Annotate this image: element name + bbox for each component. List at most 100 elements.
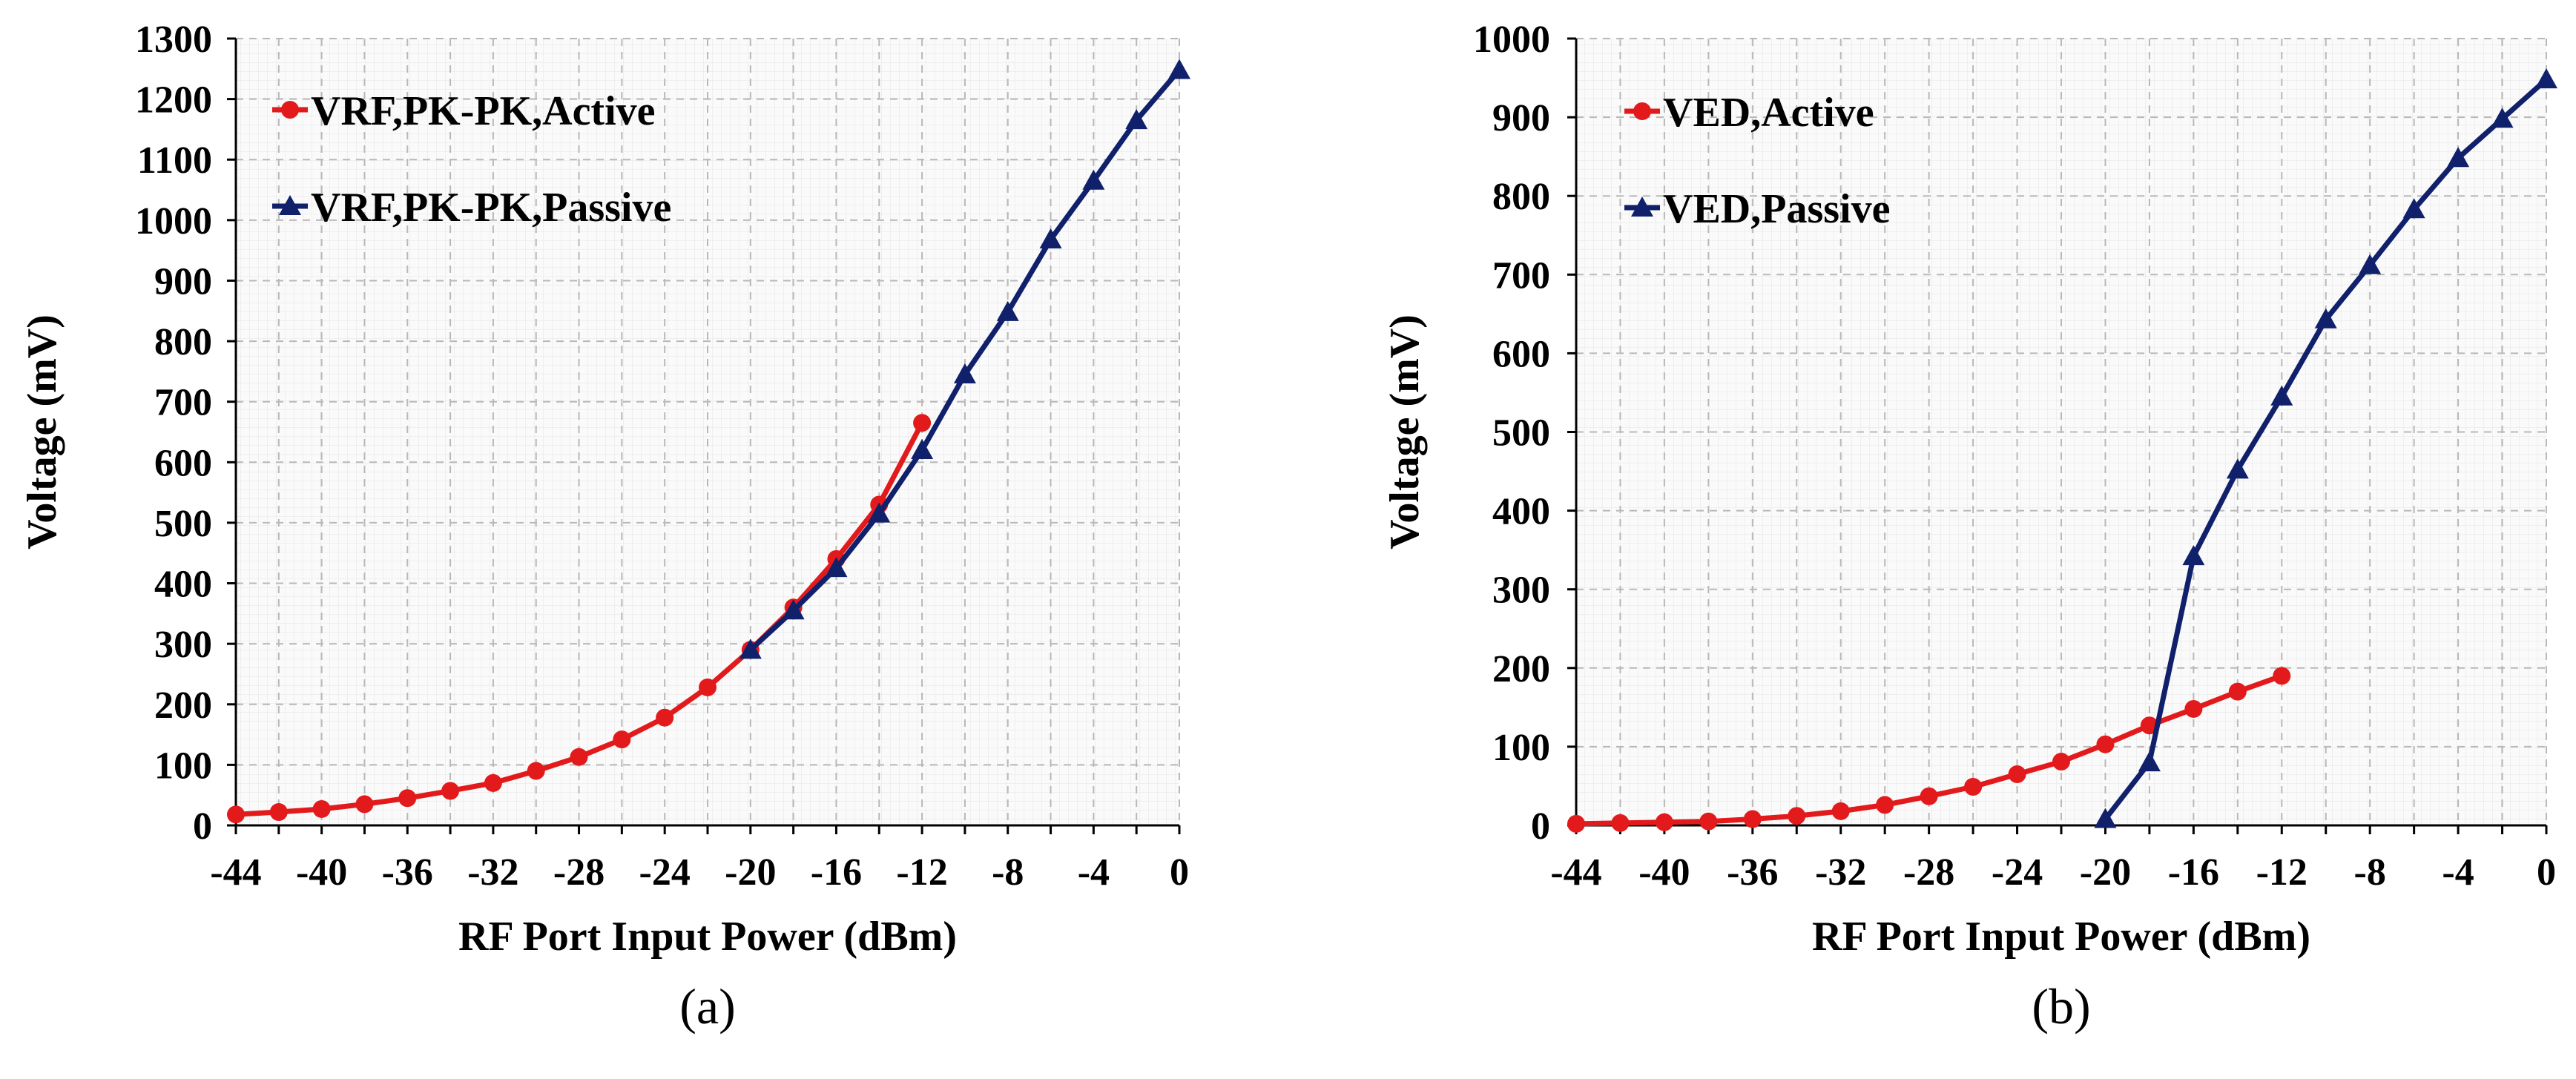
data-point bbox=[782, 599, 805, 620]
x-tick-label: -40 bbox=[296, 851, 347, 894]
data-point bbox=[2138, 751, 2161, 772]
data-point bbox=[2447, 147, 2470, 168]
y-tick-label: 0 bbox=[1531, 805, 1550, 848]
data-point bbox=[2535, 68, 2557, 89]
y-tick-label: 800 bbox=[1492, 176, 1550, 218]
x-tick-label: -8 bbox=[2354, 851, 2386, 894]
data-point bbox=[953, 363, 976, 383]
data-point bbox=[2402, 198, 2425, 219]
y-tick-label: 200 bbox=[1492, 648, 1550, 690]
data-point bbox=[699, 678, 717, 696]
data-point bbox=[2314, 308, 2337, 329]
data-point bbox=[1655, 813, 1673, 831]
y-tick-label: 200 bbox=[154, 684, 212, 727]
legend-label: VED,Active bbox=[1663, 90, 1874, 136]
data-point bbox=[2094, 808, 2117, 828]
y-tick-label: 600 bbox=[1492, 333, 1550, 375]
data-point bbox=[913, 414, 932, 432]
x-tick-label: -20 bbox=[2080, 851, 2131, 894]
y-tick-label: 0 bbox=[193, 805, 212, 848]
data-point bbox=[656, 708, 674, 727]
x-tick-label: 0 bbox=[2537, 851, 2556, 894]
data-point bbox=[1168, 59, 1190, 79]
x-tick-label: -36 bbox=[1727, 851, 1778, 894]
series-circle bbox=[1567, 667, 2291, 833]
legend-label: VRF,PK-PK,Active bbox=[311, 88, 656, 134]
data-point bbox=[911, 438, 934, 459]
x-tick-label: 0 bbox=[1170, 851, 1189, 894]
y-tick-label: 400 bbox=[1492, 491, 1550, 533]
y-tick-label: 900 bbox=[154, 260, 212, 303]
series-triangle bbox=[2094, 68, 2557, 828]
data-point bbox=[312, 799, 331, 818]
data-point bbox=[269, 803, 288, 822]
y-tick-label: 300 bbox=[154, 624, 212, 666]
data-point bbox=[996, 300, 1019, 321]
y-tick-label: 500 bbox=[1492, 412, 1550, 455]
x-tick-label: -40 bbox=[1638, 851, 1690, 894]
y-axis-title: Voltage (mV) bbox=[1382, 314, 1428, 550]
data-point bbox=[441, 782, 460, 800]
y-tick-label: 600 bbox=[154, 442, 212, 484]
x-tick-label: -12 bbox=[2256, 851, 2307, 894]
data-point bbox=[1788, 807, 1806, 825]
y-tick-label: 300 bbox=[1492, 570, 1550, 612]
y-tick-label: 1000 bbox=[1473, 19, 1550, 61]
x-tick-label: -8 bbox=[992, 851, 1024, 894]
data-point bbox=[2008, 765, 2026, 784]
data-point bbox=[227, 805, 245, 824]
data-point bbox=[868, 502, 891, 523]
data-point bbox=[1125, 109, 1148, 130]
legend-label: VRF,PK-PK,Passive bbox=[311, 185, 671, 231]
data-point bbox=[355, 795, 374, 814]
x-tick-label: -20 bbox=[725, 851, 776, 894]
y-tick-label: 700 bbox=[154, 382, 212, 424]
x-tick-label: -16 bbox=[811, 851, 862, 894]
data-point bbox=[1082, 169, 1105, 190]
y-tick-label: 1000 bbox=[135, 200, 212, 242]
x-tick-label: -28 bbox=[553, 851, 605, 894]
data-point bbox=[1567, 814, 1585, 833]
x-tick-label: -44 bbox=[210, 851, 261, 894]
data-point bbox=[1831, 802, 1850, 820]
y-tick-label: 900 bbox=[1492, 97, 1550, 139]
x-tick-label: -36 bbox=[382, 851, 433, 894]
data-point bbox=[2226, 458, 2249, 479]
x-tick-label: -24 bbox=[639, 851, 691, 894]
data-point bbox=[2270, 385, 2293, 406]
data-point bbox=[570, 748, 588, 766]
data-point bbox=[1876, 796, 1894, 814]
legend-entry: VED,Active bbox=[1624, 90, 1874, 136]
y-tick-label: 100 bbox=[154, 745, 212, 787]
x-tick-label: -32 bbox=[1815, 851, 1866, 894]
data-point bbox=[1964, 778, 1983, 796]
x-tick-label: -28 bbox=[1903, 851, 1954, 894]
data-point bbox=[2228, 682, 2247, 701]
data-point bbox=[484, 773, 502, 792]
x-tick-label: -44 bbox=[1550, 851, 1601, 894]
y-tick-label: 100 bbox=[1492, 727, 1550, 769]
x-axis-title: RF Port Input Power (dBm) bbox=[1812, 914, 2310, 960]
legend-entry: VRF,PK-PK,Active bbox=[272, 88, 656, 134]
y-tick-label: 1200 bbox=[135, 79, 212, 122]
legend-label: VED,Passive bbox=[1663, 186, 1890, 232]
y-tick-label: 400 bbox=[154, 564, 212, 606]
series-triangle bbox=[739, 59, 1190, 659]
data-point bbox=[613, 730, 631, 749]
panel-label: (a) bbox=[679, 978, 735, 1035]
legend-marker bbox=[281, 101, 299, 119]
data-point bbox=[2052, 753, 2070, 771]
y-tick-label: 700 bbox=[1492, 254, 1550, 297]
x-tick-label: -16 bbox=[2168, 851, 2219, 894]
x-tick-label: -4 bbox=[1078, 851, 1110, 894]
data-point bbox=[2359, 254, 2382, 274]
legend-marker bbox=[279, 195, 301, 215]
y-tick-label: 1100 bbox=[137, 139, 212, 182]
legend-entry: VED,Passive bbox=[1624, 186, 1890, 232]
data-point bbox=[2096, 735, 2115, 753]
data-point bbox=[1611, 814, 1630, 832]
data-point bbox=[2184, 699, 2203, 718]
chart-panel-b: -44 -40 -36 -32 -28 -24 -20 -16 -12 -8 -4 001002003… bbox=[1382, 19, 2557, 1035]
x-tick-label: -4 bbox=[2442, 851, 2474, 894]
